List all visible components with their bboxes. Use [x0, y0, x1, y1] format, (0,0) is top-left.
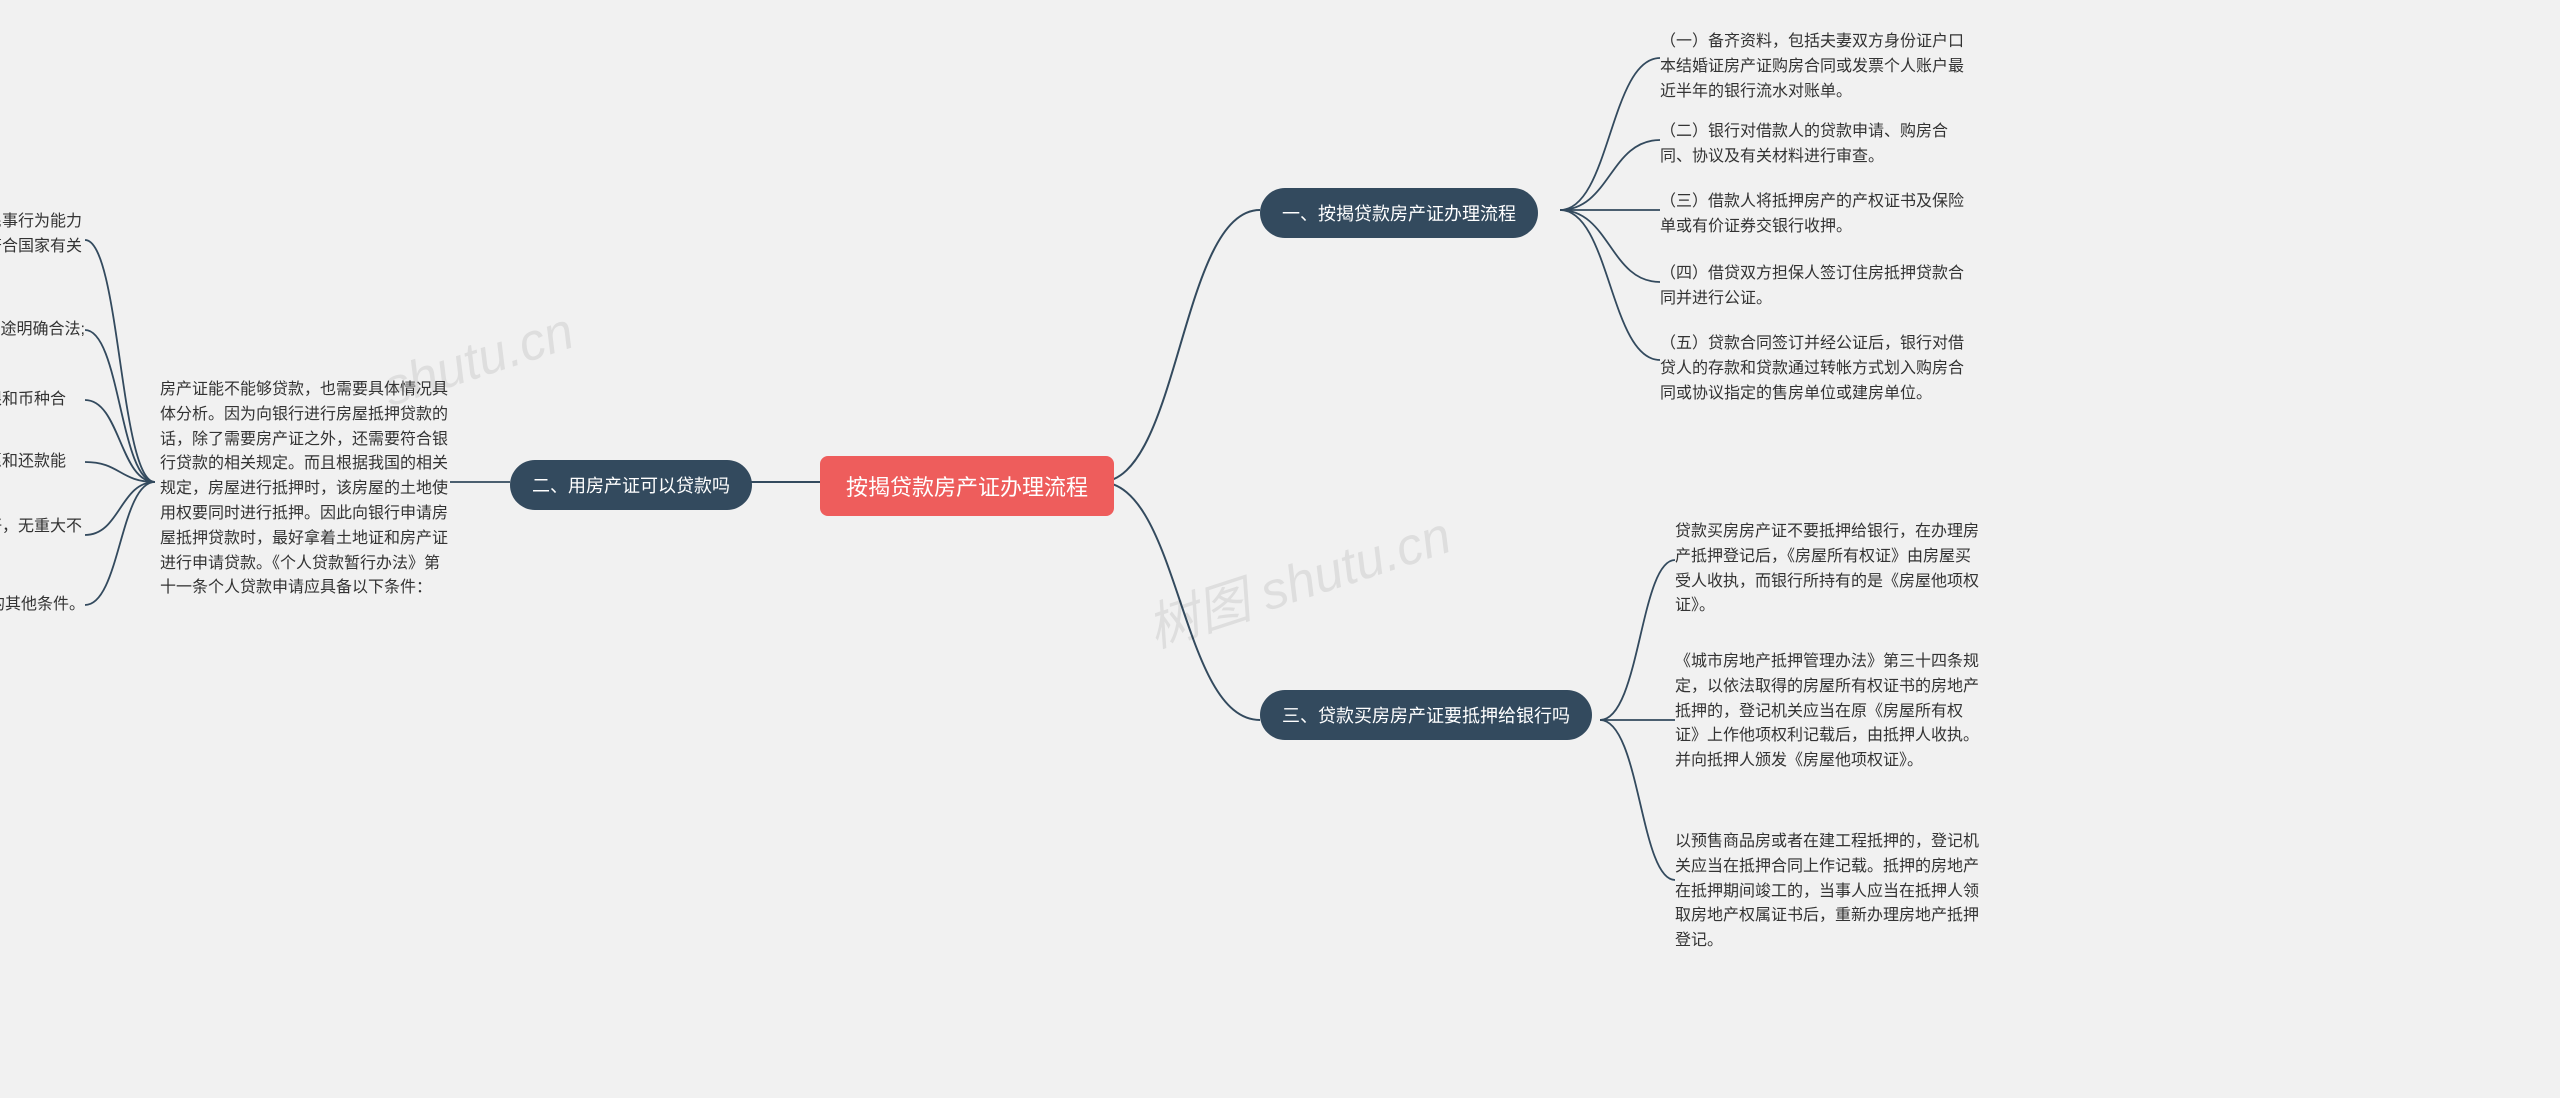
leaf-one-3: （三）借款人将抵押房产的产权证书及保险单或有价证券交银行收押。: [1660, 190, 1970, 240]
leaf-one-4: （四）借贷双方担保人签订住房抵押贷款合同并进行公证。: [1660, 262, 1970, 312]
leaf-two-5: （五）借款人信用状况良好，无重大不良信用记录;: [0, 515, 85, 565]
branch-one[interactable]: 一、按揭贷款房产证办理流程: [1260, 188, 1538, 238]
leaf-two-2: （二）贷款用途明确合法;: [0, 318, 85, 343]
leaf-two-1: （一）借款人为具有完全民事行为能力的中华人民共和国公民或符合国家有关规定的境外自…: [0, 210, 85, 284]
leaf-two-3: （三）贷款申请数额、期限和币种合理;: [0, 388, 85, 438]
leaf-three-3: 以预售商品房或者在建工程抵押的，登记机关应当在抵押合同上作记载。抵押的房地产在抵…: [1675, 830, 1985, 954]
leaf-two-4: （四）借款人具备还款意愿和还款能力;: [0, 450, 85, 500]
branch-two[interactable]: 二、用房产证可以贷款吗: [510, 460, 752, 510]
branch-two-description: 房产证能不能够贷款，也需要具体情况具体分析。因为向银行进行房屋抵押贷款的话，除了…: [160, 378, 450, 601]
leaf-three-2: 《城市房地产抵押管理办法》第三十四条规定，以依法取得的房屋所有权证书的房地产抵押…: [1675, 650, 1985, 774]
leaf-two-6: （六）贷款人要求的其他条件。: [0, 593, 85, 618]
leaf-one-1: （一）备齐资料，包括夫妻双方身份证户口本结婚证房产证购房合同或发票个人账户最近半…: [1660, 30, 1970, 104]
leaf-one-2: （二）银行对借款人的贷款申请、购房合同、协议及有关材料进行审查。: [1660, 120, 1970, 170]
leaf-one-5: （五）贷款合同签订并经公证后，银行对借贷人的存款和贷款通过转帐方式划入购房合同或…: [1660, 332, 1970, 406]
leaf-three-1: 贷款买房房产证不要抵押给银行，在办理房产抵押登记后，《房屋所有权证》由房屋买受人…: [1675, 520, 1985, 619]
root-node[interactable]: 按揭贷款房产证办理流程: [820, 456, 1114, 516]
branch-three[interactable]: 三、贷款买房房产证要抵押给银行吗: [1260, 690, 1592, 740]
